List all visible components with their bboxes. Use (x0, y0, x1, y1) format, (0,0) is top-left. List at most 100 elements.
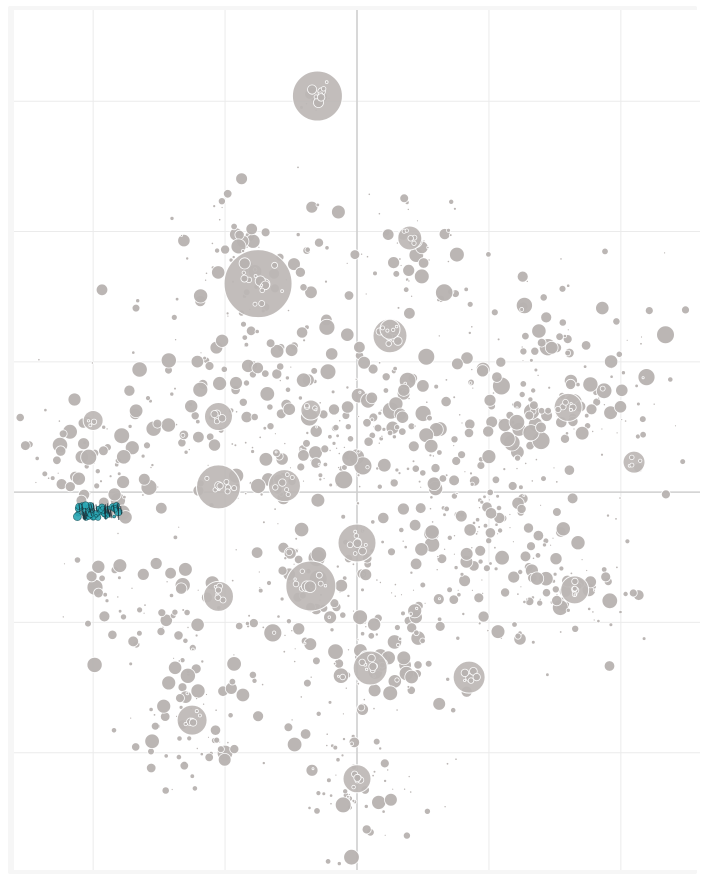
data-point[interactable] (531, 556, 536, 560)
data-point[interactable] (295, 232, 301, 238)
data-point[interactable] (622, 591, 629, 598)
data-point[interactable] (343, 290, 355, 301)
data-point[interactable] (542, 542, 548, 548)
data-point[interactable] (442, 512, 447, 517)
data-point[interactable] (326, 777, 332, 784)
data-point[interactable] (257, 570, 261, 574)
data-point[interactable] (222, 189, 233, 199)
data-point[interactable] (480, 578, 484, 582)
data-point[interactable] (474, 517, 481, 523)
data-point[interactable] (471, 386, 475, 390)
data-point[interactable] (116, 475, 130, 489)
data-point[interactable] (560, 433, 571, 444)
data-point[interactable] (445, 762, 450, 766)
data-point[interactable] (529, 571, 545, 586)
data-point[interactable] (217, 752, 232, 767)
data-point[interactable] (178, 562, 193, 577)
data-point[interactable] (227, 712, 234, 719)
data-point[interactable] (235, 172, 248, 186)
data-point[interactable] (110, 727, 118, 734)
data-point[interactable] (530, 346, 540, 356)
data-point[interactable] (131, 361, 148, 378)
data-point[interactable] (391, 787, 395, 791)
data-point[interactable] (377, 410, 383, 416)
data-point[interactable] (209, 724, 222, 736)
data-point[interactable] (419, 469, 427, 477)
data-point[interactable] (564, 349, 571, 357)
data-point[interactable] (394, 467, 400, 473)
data-point[interactable] (175, 753, 182, 761)
data-point[interactable] (452, 552, 456, 556)
data-point[interactable] (452, 395, 457, 400)
data-point[interactable] (241, 334, 248, 341)
data-point[interactable] (347, 793, 351, 796)
data-point[interactable] (393, 582, 397, 587)
data-point[interactable] (474, 544, 487, 557)
data-point[interactable] (628, 588, 638, 598)
data-point[interactable] (228, 678, 237, 686)
data-point[interactable] (182, 637, 189, 644)
data-point[interactable] (358, 390, 362, 394)
data-point[interactable] (338, 419, 342, 423)
data-point[interactable] (155, 502, 168, 515)
data-point[interactable] (144, 733, 160, 750)
data-point[interactable] (491, 391, 496, 395)
data-point[interactable] (211, 265, 226, 280)
data-point[interactable] (467, 330, 472, 335)
data-point[interactable] (325, 732, 329, 736)
data-point[interactable] (325, 743, 329, 748)
data-point[interactable] (152, 418, 163, 429)
data-point[interactable] (334, 470, 354, 490)
data-point[interactable] (193, 288, 209, 304)
data-point[interactable] (600, 452, 604, 457)
data-point[interactable] (403, 787, 407, 791)
data-point[interactable] (602, 403, 606, 407)
data-point[interactable] (413, 424, 417, 428)
data-point[interactable] (215, 333, 230, 348)
highlighted-cluster[interactable] (73, 501, 123, 521)
data-point[interactable] (143, 441, 151, 450)
data-point[interactable] (283, 633, 287, 637)
data-point[interactable] (499, 430, 516, 448)
data-point[interactable] (312, 656, 321, 666)
data-point[interactable] (170, 313, 178, 321)
data-point[interactable] (179, 761, 190, 771)
data-point[interactable] (174, 296, 180, 302)
data-point[interactable] (362, 697, 366, 702)
data-point[interactable] (340, 753, 345, 758)
data-point[interactable] (375, 466, 380, 471)
data-point[interactable] (226, 740, 230, 745)
data-point[interactable] (395, 708, 399, 712)
data-point[interactable] (150, 463, 155, 468)
data-point[interactable] (93, 482, 101, 490)
data-point[interactable] (286, 308, 291, 313)
data-point[interactable] (186, 626, 190, 630)
data-point[interactable] (452, 206, 457, 211)
data-point[interactable] (459, 571, 465, 577)
data-point[interactable] (192, 381, 209, 398)
data-point[interactable] (329, 598, 340, 609)
data-point[interactable] (448, 474, 460, 487)
data-point[interactable] (365, 391, 379, 405)
data-point[interactable] (636, 401, 641, 407)
data-point[interactable] (640, 335, 643, 339)
data-point[interactable] (318, 477, 323, 482)
data-point[interactable] (359, 568, 373, 582)
data-point[interactable] (601, 247, 609, 256)
data-point[interactable] (205, 693, 208, 696)
data-point[interactable] (310, 492, 326, 508)
data-point[interactable] (357, 355, 371, 370)
data-point[interactable] (500, 587, 511, 598)
data-point[interactable] (20, 440, 31, 451)
data-point[interactable] (283, 722, 294, 733)
data-point[interactable] (419, 637, 426, 644)
data-point[interactable] (282, 402, 296, 416)
data-point[interactable] (477, 506, 481, 510)
data-point[interactable] (329, 627, 335, 633)
data-point[interactable] (269, 344, 285, 359)
data-point[interactable] (524, 461, 528, 465)
data-point[interactable] (254, 328, 260, 335)
data-point[interactable] (652, 402, 656, 406)
data-point[interactable] (387, 256, 401, 270)
data-point[interactable] (424, 659, 433, 668)
